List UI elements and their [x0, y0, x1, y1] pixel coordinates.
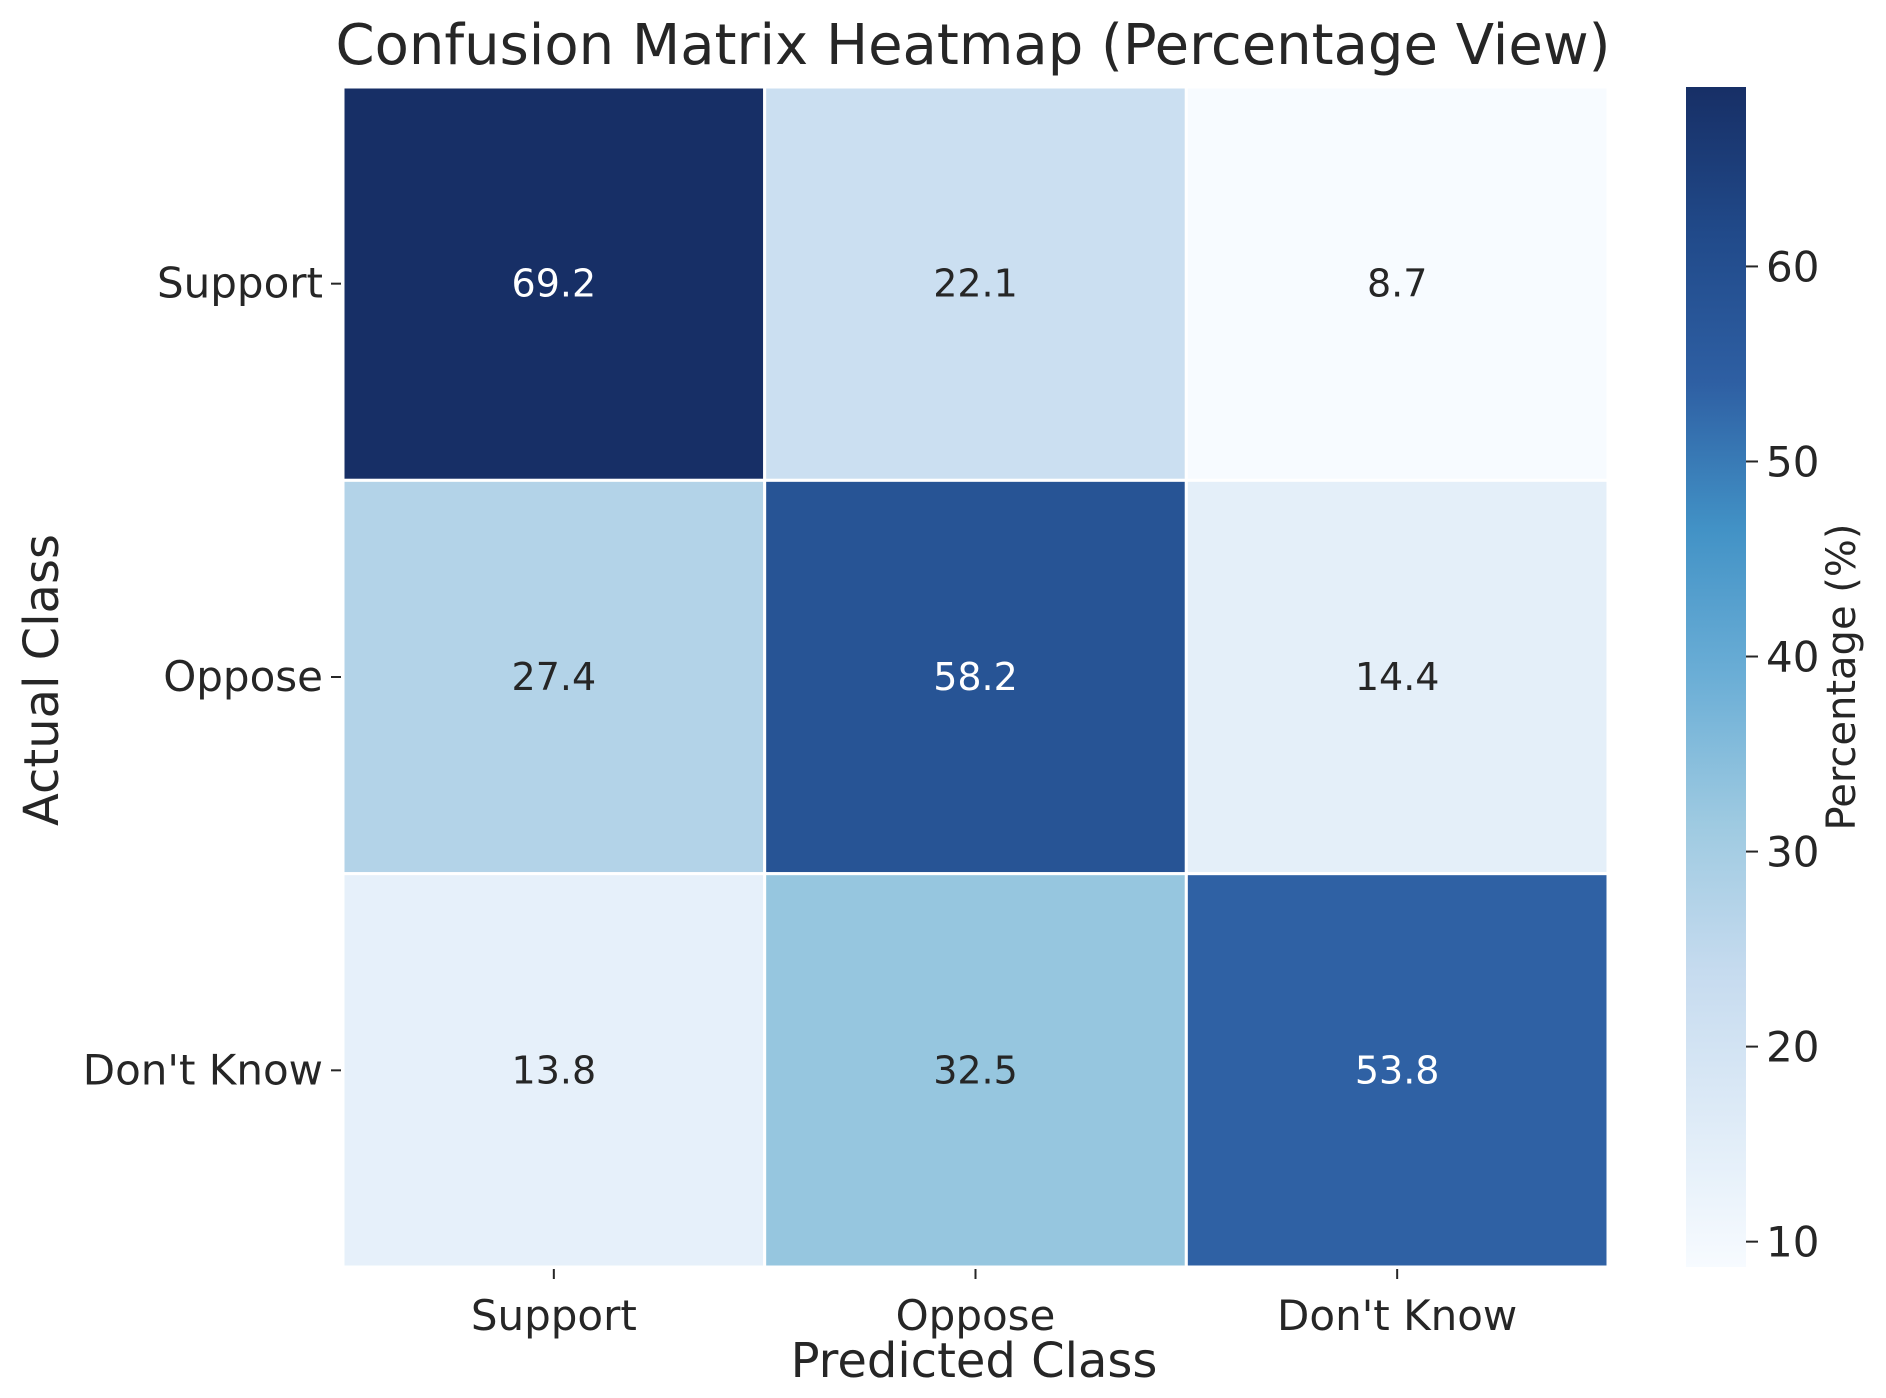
heatmap-cell: [1184, 478, 1610, 876]
colorbar-tick-label: 30: [1766, 828, 1819, 877]
cell-value-label: 27.4: [512, 655, 597, 699]
x-axis: Support Oppose Don't Know: [471, 1269, 1517, 1340]
heatmap-cell: [1184, 85, 1610, 482]
heatmap-cell: [763, 85, 1188, 482]
y-axis: Support Oppose Don't Know: [83, 259, 341, 1094]
heatmap-cell-labels: 69.2 22.1 8.7 27.4 58.2 14.4 13.8 32.5 53.8: [512, 262, 1440, 1093]
heatmap-cell: [763, 872, 1188, 1269]
colorbar-tick-label: 50: [1766, 437, 1819, 486]
heatmap-cell: [341, 478, 767, 876]
heatmap-cell: [341, 85, 767, 482]
heatmap-cells: [341, 85, 1610, 1269]
colorbar-tick-label: 40: [1766, 633, 1819, 682]
x-tick-label: Support: [471, 1291, 637, 1340]
y-tick-label: Support: [157, 259, 323, 308]
x-tick-label: Don't Know: [1277, 1291, 1517, 1340]
x-tick-label: Oppose: [896, 1291, 1056, 1340]
cell-value-label: 32.5: [933, 1048, 1018, 1092]
chart-title: Confusion Matrix Heatmap (Percentage Vie…: [336, 13, 1611, 78]
colorbar-tick-label: 20: [1766, 1023, 1819, 1072]
heatmap-cell: [763, 478, 1188, 876]
cell-value-label: 22.1: [933, 262, 1018, 306]
colorbar-gradient: [1686, 87, 1746, 1267]
cell-value-label: 8.7: [1367, 262, 1427, 306]
x-axis-label: Predicted Class: [791, 1333, 1158, 1389]
colorbar: 10 20 30 40 50 60: [1686, 87, 1819, 1267]
cell-value-label: 13.8: [512, 1048, 597, 1092]
heatmap-cell: [341, 872, 767, 1269]
colorbar-label: Percentage (%): [1819, 524, 1865, 831]
cell-value-label: 14.4: [1355, 655, 1440, 699]
cell-value-label: 53.8: [1355, 1048, 1440, 1092]
y-tick-label: Oppose: [163, 652, 323, 701]
colorbar-tick-label: 60: [1766, 242, 1819, 291]
cell-value-label: 69.2: [512, 262, 597, 306]
heatmap-cell: [1184, 872, 1610, 1269]
y-tick-label: Don't Know: [83, 1045, 323, 1094]
cell-value-label: 58.2: [933, 655, 1018, 699]
y-axis-label: Actual Class: [14, 534, 70, 826]
colorbar-tick-label: 10: [1766, 1218, 1819, 1267]
